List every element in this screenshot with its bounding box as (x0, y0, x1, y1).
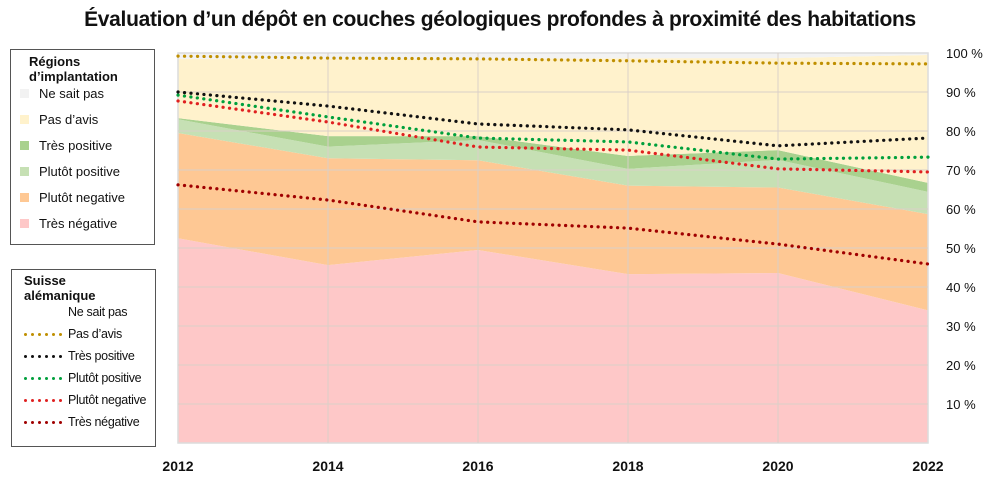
line-plutot-negative (176, 99, 930, 174)
area-tres-negative (178, 238, 928, 443)
x-tick-label: 2018 (612, 458, 643, 474)
legend-regions: Régions d’implantation Ne sait pas Pas d… (10, 49, 155, 245)
y-axis-ticks: 10 % 20 % 30 % 40 % 50 % 60 % 70 % 80 % 90 % 100 … (946, 46, 983, 412)
dotted-swatch-tres-negative (24, 420, 62, 424)
line-tres-positive (176, 90, 930, 148)
legend-item-pas-d-avis: Pas d’avis (20, 106, 154, 132)
grid-lines (177, 52, 929, 444)
legend-label: Très positive (39, 137, 113, 153)
stacked-areas (178, 51, 928, 443)
dotted-lines (176, 54, 930, 266)
swatch-plutot-negative (20, 192, 29, 202)
y-tick-label: 50 % (946, 241, 976, 256)
y-tick-label: 100 % (946, 46, 983, 61)
legend-item-tres-negative: Très négative (20, 210, 154, 236)
y-tick-label: 80 % (946, 124, 976, 139)
y-tick-label: 20 % (946, 358, 976, 373)
swatch-tres-negative (20, 218, 29, 228)
legend-label: Très positive (68, 349, 135, 363)
legend-suisse-alemanique: Suisse alémanique Ne sait pas Pas d’avis… (11, 269, 156, 447)
legend-label: Ne sait pas (68, 305, 128, 319)
legend-label: Très négative (39, 215, 118, 231)
line-pas-d-avis (176, 54, 930, 66)
y-tick-label: 90 % (946, 85, 976, 100)
swatch-plutot-positive (20, 166, 29, 176)
area-pas-d-avis (178, 54, 928, 183)
legend-label: Plutôt positive (68, 371, 142, 385)
dotted-swatch-pas-d-avis (24, 332, 62, 336)
legend-regions-title: Régions d’implantation (29, 54, 118, 84)
dotted-swatch-tres-positive (24, 354, 62, 358)
chart-title: Évaluation d’un dépôt en couches géologi… (84, 8, 916, 31)
area-tres-positive (178, 118, 928, 192)
y-tick-label: 60 % (946, 202, 976, 217)
swatch-tres-positive (20, 140, 29, 150)
legend-item-ne-sait-pas: Ne sait pas (20, 80, 154, 106)
legend-label: Ne sait pas (39, 85, 105, 101)
swatch-ne-sait-pas (20, 88, 29, 98)
x-tick-label: 2014 (312, 458, 343, 474)
x-axis-ticks: 2012 2014 2016 2018 2020 2022 (162, 458, 943, 474)
legend-line-tres-positive: Très positive (24, 345, 155, 367)
legend-line-pas-d-avis: Pas d’avis (24, 323, 155, 345)
y-tick-label: 30 % (946, 319, 976, 334)
legend-item-tres-positive: Très positive (20, 132, 154, 158)
legend-line-plutot-negative: Plutôt negative (24, 389, 155, 411)
x-tick-label: 2020 (762, 458, 793, 474)
legend-item-plutot-positive: Plutôt positive (20, 158, 154, 184)
line-tres-negative (176, 183, 930, 266)
y-tick-label: 70 % (946, 163, 976, 178)
swatch-pas-d-avis (20, 114, 29, 124)
legend-item-plutot-negative: Plutôt negative (20, 184, 154, 210)
y-tick-label: 10 % (946, 397, 976, 412)
area-plutot-negative (178, 132, 928, 311)
area-plutot-positive (178, 119, 928, 215)
x-tick-label: 2012 (162, 458, 193, 474)
legend-line-tres-negative: Très négative (24, 411, 155, 433)
legend-line-plutot-positive: Plutôt positive (24, 367, 155, 389)
legend-label: Plutôt positive (39, 163, 120, 179)
legend-label: Plutôt negative (68, 393, 147, 407)
x-tick-label: 2022 (912, 458, 943, 474)
dotted-swatch-plutot-negative (24, 398, 62, 402)
y-tick-label: 40 % (946, 280, 976, 295)
legend-lines-title: Suisse alémanique (24, 273, 96, 303)
legend-label: Pas d’avis (68, 327, 122, 341)
dotted-swatch-plutot-positive (24, 376, 62, 380)
legend-line-ne-sait-pas: Ne sait pas (24, 301, 155, 323)
legend-label: Plutôt negative (39, 189, 126, 205)
legend-label: Très négative (68, 415, 140, 429)
x-tick-label: 2016 (462, 458, 493, 474)
legend-label: Pas d’avis (39, 111, 99, 127)
line-plutot-positive (176, 93, 930, 161)
